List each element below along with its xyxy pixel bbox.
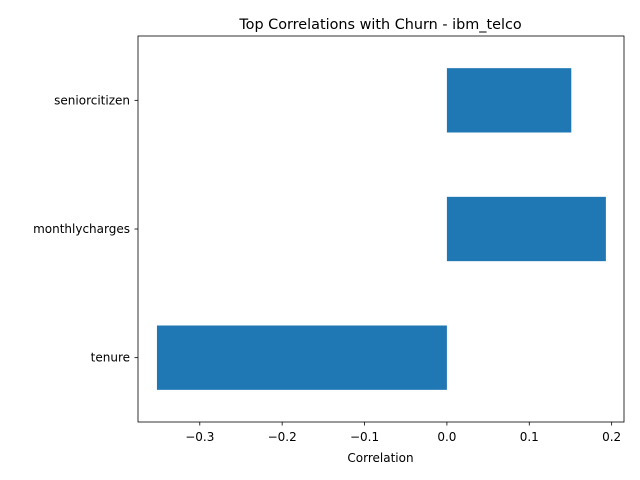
y-axis-ticks: tenure monthlycharges seniorcitizen <box>33 93 138 365</box>
x-tick-label: −0.3 <box>185 430 214 444</box>
x-tick-label: −0.2 <box>268 430 297 444</box>
y-tick-label: seniorcitizen <box>54 93 130 107</box>
x-tick-label: 0.0 <box>437 430 456 444</box>
x-axis-label: Correlation <box>347 451 413 465</box>
plot-area-frame <box>137 35 625 423</box>
x-tick-label: 0.2 <box>602 430 621 444</box>
bar-monthlycharges <box>446 196 606 262</box>
chart-title: Top Correlations with Churn - ibm_telco <box>238 17 522 33</box>
x-tick-label: 0.1 <box>520 430 539 444</box>
bars-group <box>156 68 606 390</box>
bar-seniorcitizen <box>446 68 572 133</box>
y-tick-label: tenure <box>91 351 130 365</box>
bar-tenure <box>156 325 447 390</box>
x-axis-ticks: −0.3 −0.2 −0.1 0.0 0.1 0.2 <box>185 422 621 444</box>
x-tick-label: −0.1 <box>350 430 379 444</box>
y-tick-label: monthlycharges <box>33 222 130 236</box>
